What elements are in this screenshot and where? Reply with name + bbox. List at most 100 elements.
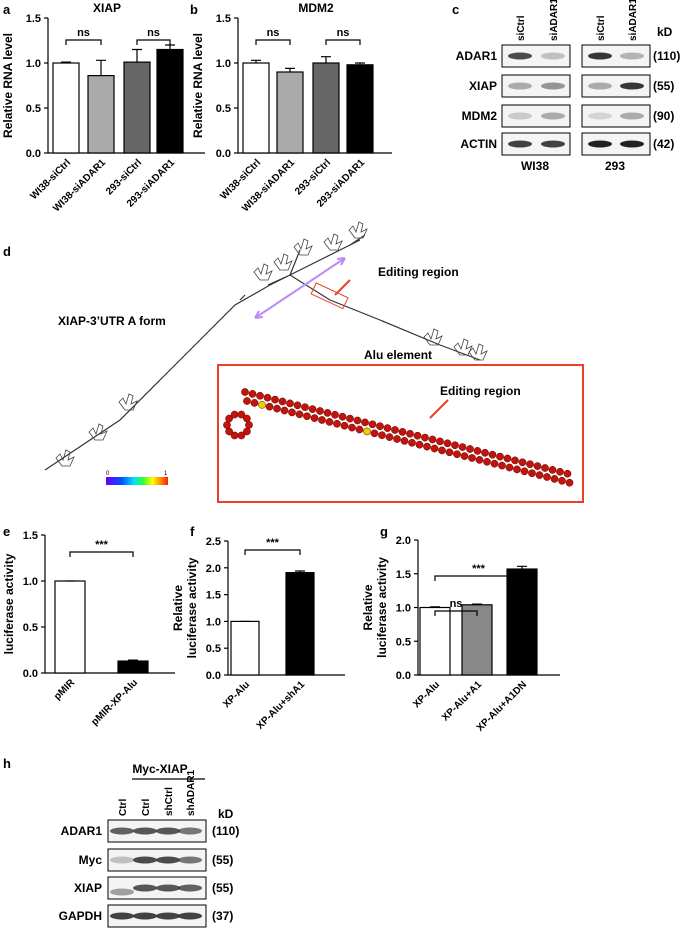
significance-label: ***	[472, 563, 486, 575]
y-tick-label: 1.5	[26, 13, 41, 25]
error-bar	[251, 59, 261, 63]
error-bar	[321, 56, 331, 63]
blot-band	[133, 912, 157, 920]
y-tick-label: 2.0	[206, 563, 221, 575]
blot-band	[541, 52, 565, 60]
axis-arrow	[254, 257, 346, 319]
y-tick-label: 1.5	[396, 569, 411, 581]
inset-editing-label: Editing region	[440, 384, 521, 398]
blot-panel	[501, 44, 571, 68]
blot-column-label: shADAR1	[186, 769, 197, 816]
nucleotide	[376, 422, 384, 431]
nucleotide	[398, 428, 407, 436]
nucleotide	[558, 476, 566, 485]
significance-label: ***	[95, 539, 109, 551]
nucleotide	[310, 414, 319, 422]
nucleotide	[278, 397, 287, 406]
inset-box	[217, 364, 584, 503]
y-tick-label: 0.0	[396, 670, 411, 682]
blot-band	[110, 827, 134, 835]
blot-band	[178, 856, 202, 864]
nucleotide	[263, 393, 272, 402]
bar	[52, 62, 80, 154]
y-tick-label: 1.5	[23, 530, 38, 542]
blot-row-label: Myc	[79, 853, 103, 867]
nucleotide	[488, 450, 497, 459]
nucleotide	[393, 435, 401, 443]
y-axis-label: Relativeluciferase activity	[0, 553, 16, 654]
nucleotide	[436, 437, 444, 446]
blot-band	[508, 112, 532, 120]
nucleotide	[458, 443, 467, 451]
nucleotide	[473, 447, 482, 455]
stem-loop	[88, 423, 108, 441]
nucleotide	[503, 454, 512, 463]
nucleotide	[250, 399, 259, 407]
blot-column-label: siCtrl	[516, 15, 527, 41]
blot-column-label: Ctrl	[141, 799, 152, 816]
error-bar	[285, 67, 295, 72]
blot-column-label: Ctrl	[118, 799, 129, 816]
significance-label: ns	[450, 598, 463, 610]
nucleotide	[451, 441, 459, 450]
y-tick-label: 0.5	[26, 103, 41, 115]
blot-band	[178, 827, 202, 835]
significance-bracket	[255, 39, 291, 45]
blot-band	[620, 140, 644, 148]
nucleotide	[415, 440, 424, 449]
y-axis-label-line: luciferase activity	[375, 557, 389, 658]
nucleotide	[361, 418, 369, 427]
blot-band	[508, 52, 532, 60]
nucleotide	[445, 448, 454, 457]
nucleotide	[378, 431, 386, 440]
stem-loop	[118, 393, 138, 411]
stem-loop	[423, 328, 443, 346]
blot-kd: (55)	[653, 79, 674, 93]
nucleotide	[368, 420, 377, 429]
y-tick-label: 0.0	[206, 670, 221, 682]
nucleotide	[453, 450, 461, 459]
nucleotide	[498, 461, 506, 470]
nucleotide	[496, 452, 504, 461]
nucleotide	[466, 445, 474, 453]
nucleotide	[323, 409, 332, 417]
y-tick-label: 0.0	[216, 148, 231, 160]
blot-band	[508, 140, 532, 148]
stem-loop	[253, 263, 273, 281]
nucleotide	[533, 462, 542, 470]
blot-row-label: GAPDH	[59, 909, 102, 923]
y-axis-label: Relative RNA level	[1, 33, 15, 138]
blot-panel	[581, 132, 651, 156]
blot-band	[588, 112, 612, 120]
nucleotide	[223, 421, 231, 429]
blot-band	[541, 112, 565, 120]
blot-band	[156, 912, 180, 920]
nucleotide	[460, 452, 469, 460]
blot-band	[620, 112, 644, 120]
y-tick-label: 0.5	[23, 622, 38, 634]
nucleotide	[438, 446, 446, 455]
nucleotide	[383, 424, 392, 432]
nucleotide	[443, 439, 452, 448]
scale-min: 0	[106, 471, 110, 477]
nucleotide	[543, 473, 551, 481]
nucleotide	[505, 463, 514, 472]
y-tick-label: 0.5	[396, 636, 411, 648]
blot-unit: kD	[657, 25, 673, 39]
y-tick-label: 2.0	[396, 535, 411, 547]
nucleotide	[280, 406, 289, 415]
nucleotide	[286, 399, 294, 408]
nucleotide	[333, 419, 341, 428]
blot-group-header: Myc-XIAP	[132, 762, 187, 776]
bar	[346, 64, 374, 154]
error-bar	[96, 59, 106, 76]
error-bar	[355, 62, 365, 65]
nucleotide	[413, 431, 422, 440]
nucleotide	[556, 467, 564, 476]
panel-letter: g	[380, 524, 388, 539]
nucleotide	[565, 478, 574, 487]
stem-loop	[293, 238, 313, 256]
blot-band	[588, 140, 612, 148]
nucleotide	[353, 416, 362, 425]
blot-group-label: 293	[605, 159, 625, 173]
